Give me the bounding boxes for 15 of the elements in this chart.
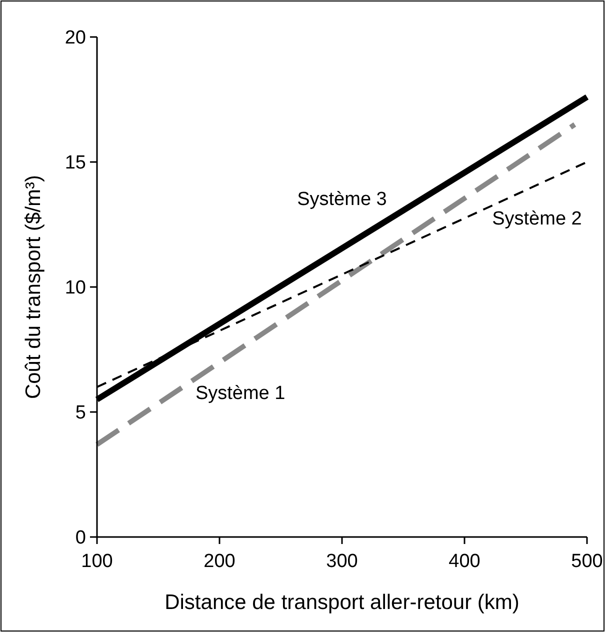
y-tick-label: 15 — [64, 152, 86, 174]
y-tick-label: 20 — [64, 28, 86, 49]
x-tick-label: 500 — [571, 551, 603, 572]
x-tick-label: 100 — [81, 551, 113, 572]
series-label: Système 2 — [492, 208, 582, 230]
y-tick-label: 5 — [75, 402, 86, 424]
series-label: Système 1 — [195, 383, 286, 404]
x-tick-label: 200 — [204, 551, 236, 572]
y-tick-label: 0 — [75, 528, 86, 549]
y-tick-label: 10 — [64, 278, 86, 299]
x-tick-label: 400 — [448, 551, 480, 572]
x-tick-label: 300 — [326, 551, 358, 572]
x-axis-title: Distance de transport aller-retour (km) — [164, 591, 520, 614]
series-label: Système 3 — [297, 188, 387, 210]
y-axis-title: Coût du transport ($/m³) — [22, 174, 45, 400]
